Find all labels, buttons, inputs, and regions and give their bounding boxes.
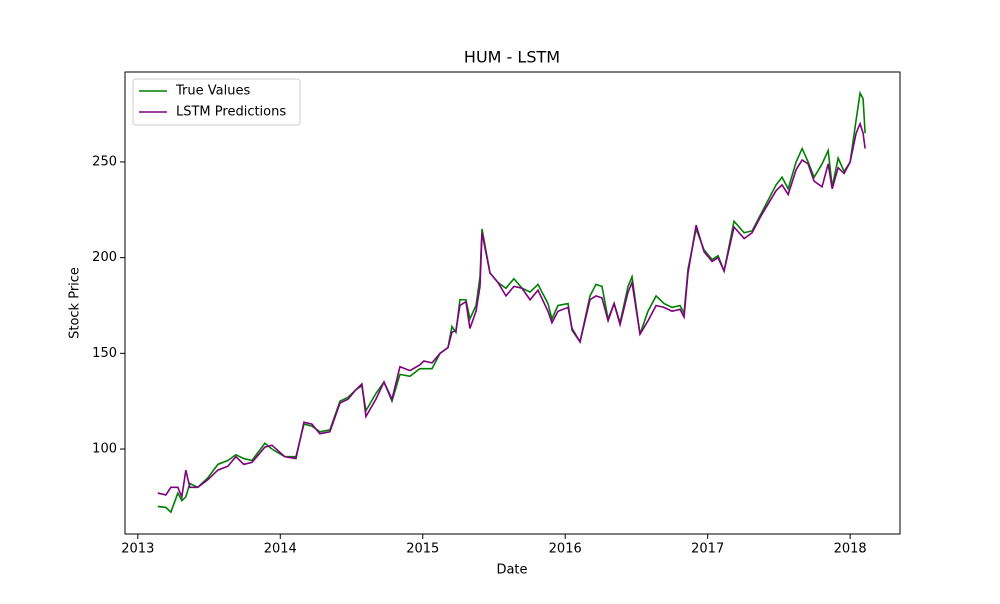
x-tick-label: 2018 [834,542,867,557]
y-tick-label: 150 [92,346,117,361]
y-tick-label: 250 [92,154,117,169]
y-axis-label: Stock Price [68,267,83,339]
legend-box [132,78,301,126]
x-tick-label: 2014 [264,542,297,557]
x-tick-label: 2013 [121,542,154,557]
x-axis-label: Date [496,563,527,578]
x-tick-label: 2016 [549,542,582,557]
plot-frame [124,71,901,535]
legend-label: True Values [175,84,250,99]
chart-title: HUM - LSTM [464,48,560,67]
line-series [157,121,866,500]
x-tick-label: 2017 [691,542,724,557]
line-series [157,90,866,514]
y-tick-label: 200 [92,250,117,265]
legend-label: LSTM Predictions [176,105,286,120]
x-tick-label: 2015 [406,542,439,557]
y-tick-label: 100 [92,442,117,457]
